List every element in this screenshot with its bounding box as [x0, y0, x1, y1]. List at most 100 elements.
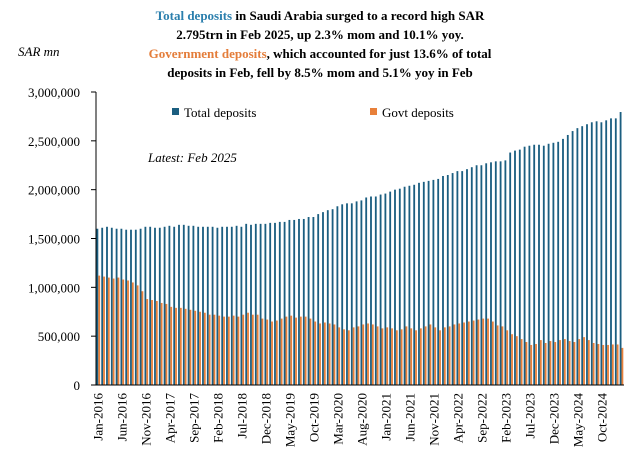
- bar: [309, 318, 312, 385]
- bar: [304, 316, 307, 385]
- legend-label: Total deposits: [184, 105, 256, 120]
- bar: [614, 118, 617, 386]
- y-tick-label: 0: [74, 378, 81, 393]
- chart-title: 2.795trn in Feb 2025, up 2.3% mom and 10…: [176, 27, 463, 42]
- bar: [494, 161, 497, 385]
- bar: [391, 328, 393, 385]
- bar: [221, 226, 224, 385]
- bar: [418, 182, 420, 385]
- bar: [107, 277, 110, 385]
- bar: [595, 121, 598, 386]
- bar: [295, 317, 297, 385]
- bar: [125, 229, 128, 385]
- bar: [202, 226, 204, 385]
- bar: [288, 219, 291, 385]
- bar: [112, 278, 115, 385]
- bar: [261, 318, 264, 385]
- x-tick-label: Jan-2016: [90, 393, 105, 441]
- x-tick-label: Sep-2022: [474, 393, 489, 443]
- bar: [285, 316, 288, 385]
- bar: [127, 280, 129, 385]
- bar: [429, 324, 432, 385]
- y-tick-label: 2,000,000: [28, 183, 80, 198]
- x-tick-label: Feb-2018: [210, 393, 225, 443]
- bar: [184, 308, 187, 385]
- annotation: Latest: Feb 2025: [147, 150, 237, 165]
- bar: [117, 277, 120, 385]
- bar: [491, 321, 494, 385]
- title-segment: , which accounted for just 13.6% of tota…: [267, 46, 492, 61]
- bar: [485, 163, 488, 385]
- bar: [170, 306, 173, 385]
- bar: [130, 229, 132, 385]
- bar: [376, 326, 379, 385]
- bar: [379, 194, 382, 385]
- bar: [139, 228, 142, 385]
- bar: [189, 309, 192, 385]
- y-tick-label: 1,000,000: [28, 280, 80, 295]
- bar: [437, 178, 440, 385]
- bar: [386, 327, 389, 385]
- bar: [490, 162, 492, 385]
- bar: [293, 219, 296, 385]
- bar: [106, 226, 108, 385]
- bar: [307, 217, 310, 385]
- bar: [199, 311, 201, 385]
- bar: [298, 218, 300, 385]
- bar: [616, 344, 619, 385]
- x-tick-label: Jul-2023: [522, 393, 537, 439]
- bar: [254, 223, 257, 385]
- bar: [597, 343, 600, 385]
- bar: [341, 204, 344, 385]
- bar: [101, 227, 104, 385]
- bar: [326, 210, 329, 385]
- bar: [456, 171, 459, 385]
- bar: [278, 221, 281, 385]
- bar: [544, 343, 547, 385]
- bar: [501, 326, 504, 385]
- bar: [269, 222, 272, 385]
- bar: [523, 146, 526, 385]
- x-tick-label: May-2019: [282, 393, 297, 447]
- bar: [122, 279, 125, 385]
- bar: [115, 228, 118, 385]
- bar: [331, 209, 334, 385]
- bar: [251, 314, 254, 385]
- bar: [568, 341, 571, 385]
- legend-marker: [370, 108, 377, 115]
- bar: [357, 326, 360, 385]
- bar: [563, 339, 566, 385]
- bar: [442, 175, 444, 385]
- bar: [312, 217, 315, 385]
- bar: [547, 143, 550, 385]
- bar: [566, 134, 569, 385]
- x-tick-label: Nov-2021: [426, 393, 441, 446]
- bar: [384, 193, 387, 385]
- bar: [538, 144, 540, 385]
- bar: [182, 224, 185, 385]
- bar: [367, 323, 369, 385]
- bar: [400, 329, 403, 385]
- bar: [410, 328, 413, 385]
- bar: [178, 224, 180, 385]
- y-tick-label: 500,000: [38, 329, 80, 344]
- bar: [194, 310, 197, 385]
- bar: [432, 179, 435, 385]
- bar: [422, 181, 425, 385]
- bar: [496, 325, 499, 385]
- bar: [187, 225, 190, 385]
- bar: [155, 301, 158, 385]
- title-segment: in Saudi Arabia surged to a record high …: [232, 8, 485, 23]
- bar: [362, 324, 365, 385]
- bar: [443, 327, 446, 385]
- bar: [434, 327, 437, 385]
- bar: [499, 161, 502, 385]
- bar: [336, 206, 339, 385]
- x-tick-label: Sep-2017: [186, 393, 201, 443]
- bar: [266, 319, 269, 385]
- bar: [576, 128, 579, 386]
- bar: [520, 339, 523, 385]
- bar: [482, 318, 485, 385]
- x-tick-label: Apr-2022: [450, 393, 465, 443]
